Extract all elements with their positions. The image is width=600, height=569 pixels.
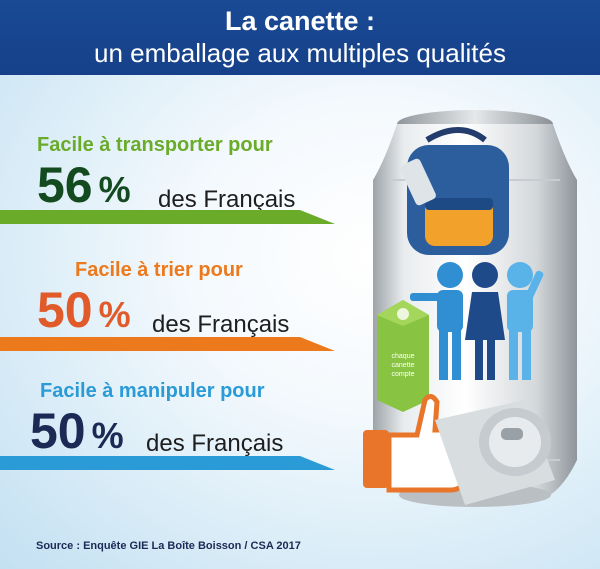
blue-arrow-icon — [0, 456, 335, 470]
source-note: Source : Enquête GIE La Boîte Boisson / … — [36, 540, 301, 552]
backpack-icon — [400, 127, 509, 255]
stat-sort-population: des Français — [152, 311, 290, 338]
stat-transport-percent: 56% — [37, 156, 131, 214]
stat-transport-population: des Français — [158, 186, 296, 213]
stat-handle-value: 50 — [30, 403, 86, 459]
page-subtitle: un emballage aux multiples qualités — [94, 38, 506, 68]
stat-sort-heading: Facile à trier pour — [75, 259, 243, 281]
stat-sort-percent: 50% — [37, 281, 131, 339]
header-banner: La canette : un emballage aux multiples … — [0, 0, 600, 75]
recycling-bin-icon: chaque canette compte — [377, 300, 429, 412]
stat-transport-value: 56 — [37, 157, 93, 213]
bin-text-1: chaque — [392, 353, 415, 360]
bin-text-2: canette — [392, 362, 415, 369]
small-can-icon — [435, 400, 555, 505]
bin-text-3: compte — [392, 371, 415, 378]
stat-handle-heading: Facile à manipuler pour — [40, 380, 265, 402]
stat-handle-percent-sign: % — [91, 415, 124, 456]
stat-handle-population: des Français — [146, 430, 284, 457]
people-icon — [410, 262, 544, 380]
stat-transport-heading: Facile à transporter pour — [37, 134, 273, 156]
orange-arrow-icon — [0, 337, 335, 351]
stat-handle-percent: 50% — [30, 402, 124, 460]
stat-sort-value: 50 — [37, 282, 93, 338]
page-title: La canette : — [224, 6, 376, 36]
green-arrow-icon — [0, 210, 335, 224]
can-illustration: chaque canette compte — [363, 110, 577, 507]
stat-sort-percent-sign: % — [98, 294, 131, 335]
stat-transport-percent-sign: % — [98, 169, 131, 210]
